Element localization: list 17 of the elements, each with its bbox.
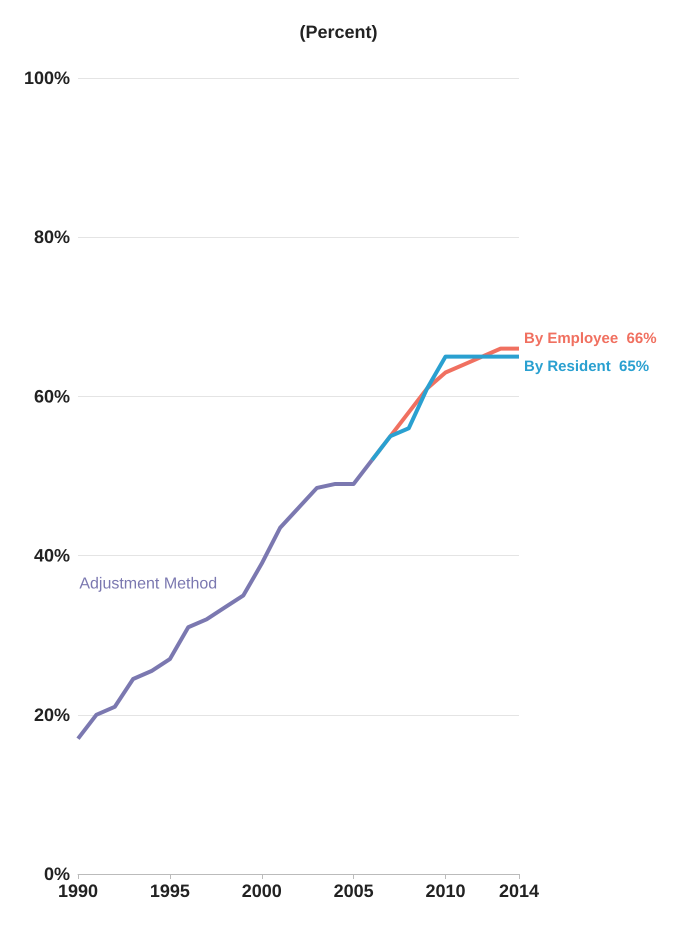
text: By Employee 66% — [524, 330, 657, 348]
x-tick-label: 1990 — [58, 881, 98, 901]
y-tick-label: 80% — [34, 227, 70, 248]
x-tick-label: 2005 — [334, 881, 374, 901]
x-tick-label: 1995 — [150, 881, 190, 901]
line-series — [76, 458, 374, 741]
text: By Resident 65% — [524, 358, 650, 376]
x-tick-label: 2000 — [242, 881, 282, 901]
chart-title: (Percent) — [299, 22, 378, 42]
series-label: Adjustment Method — [79, 576, 218, 593]
y-tick-label: 0% — [44, 864, 70, 884]
x-tick-label: 2010 — [425, 881, 466, 901]
y-tick-label: 60% — [34, 386, 70, 406]
x-tick-label: 2014 — [498, 881, 540, 901]
y-tick-label: 40% — [34, 546, 70, 566]
y-tick-label: 20% — [34, 704, 70, 725]
y-tick-label: 100% — [24, 68, 70, 88]
